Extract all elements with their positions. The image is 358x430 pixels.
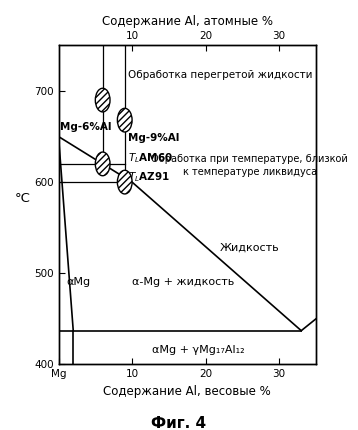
Ellipse shape [95,88,110,112]
Y-axis label: °C: °C [15,192,31,205]
Text: Mg-6%Al: Mg-6%Al [60,123,111,132]
Text: Mg-9%Al: Mg-9%Al [129,133,180,143]
Text: Жидкость: Жидкость [220,243,280,253]
Text: Фиг. 4: Фиг. 4 [151,416,207,430]
Text: Обработка при температуре, близкой
к температуре ликвидуса: Обработка при температуре, близкой к тем… [151,154,348,177]
Ellipse shape [95,152,110,176]
Text: $T_L$AM60: $T_L$AM60 [129,151,173,165]
Text: $T_L$AZ91: $T_L$AZ91 [129,170,170,184]
Ellipse shape [117,108,132,132]
X-axis label: Содержание Al, атомные %: Содержание Al, атомные % [102,15,273,28]
X-axis label: Содержание Al, весовые %: Содержание Al, весовые % [103,385,271,398]
Text: Обработка перегретой жидкости: Обработка перегретой жидкости [128,70,313,80]
Text: α-Mg + жидкость: α-Mg + жидкость [132,277,235,287]
Ellipse shape [117,170,132,194]
Text: αMg: αMg [66,277,90,287]
Text: αMg + γMg₁₇Al₁₂: αMg + γMg₁₇Al₁₂ [152,345,245,355]
